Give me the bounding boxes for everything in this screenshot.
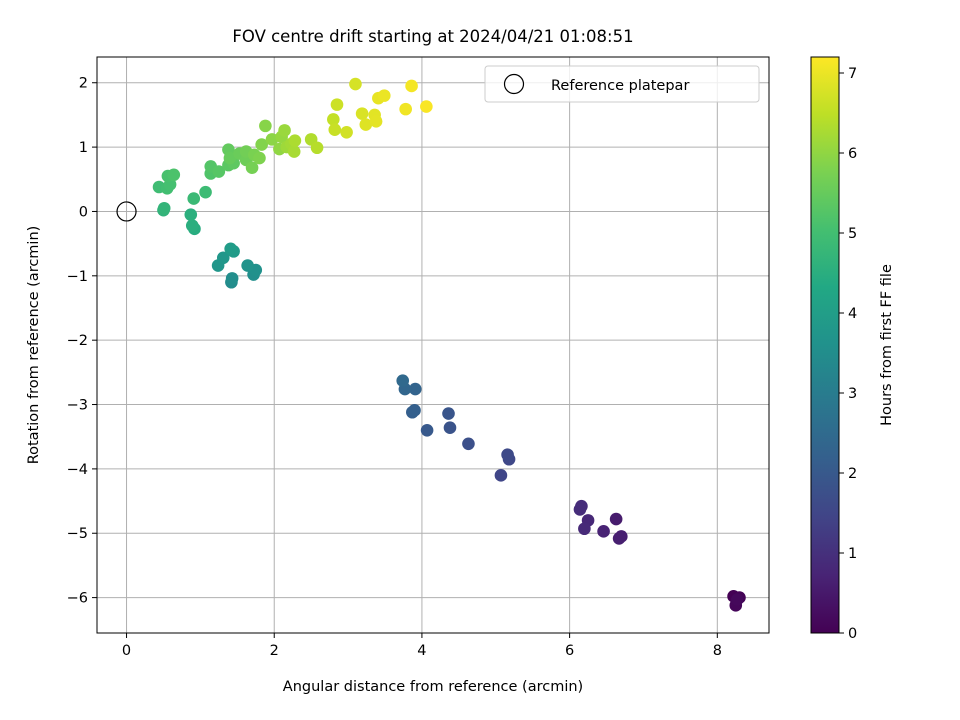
data-point [265,133,279,146]
data-point [340,125,353,139]
data-point [241,259,254,272]
data-point [359,118,373,131]
data-point [349,77,362,91]
data-point [245,161,259,174]
x-axis-ticks: 0 2 4 6 8 [122,633,722,659]
data-point [462,437,475,451]
data-point [609,512,623,526]
x-axis-label: Angular distance from reference (arcmin) [283,679,583,695]
data-point [612,532,626,545]
data-point [327,113,340,126]
data-point [377,89,391,102]
legend-box [484,65,760,103]
data-point [408,404,421,417]
data-point [369,115,383,128]
data-point [259,119,272,133]
y-tick-label: 0 [79,204,88,220]
data-point [157,201,171,215]
data-point [405,79,418,93]
x-tick-label: 4 [417,643,426,659]
colorbar-tick-label: 4 [848,306,857,322]
data-point [167,168,181,182]
data-point [597,525,610,538]
colorbar-tick-label: 1 [848,546,857,562]
data-point [578,522,591,536]
data-point [396,374,410,388]
data-point [330,98,344,111]
data-points [152,77,746,612]
x-tick-label: 8 [713,643,722,659]
colorbar: 0 1 2 3 4 5 6 7 Hours from first FF file [810,56,895,642]
data-point [420,423,434,437]
data-point [443,421,457,434]
data-point [730,593,744,606]
data-point [255,138,268,151]
y-axis-ticks: −6 −5 −4 −3 −2 −1 0 1 2 [67,76,97,607]
colorbar-label: Hours from first FF file [879,264,895,426]
legend-entry: Reference platepar [551,78,689,94]
data-point [442,407,455,420]
data-point [494,469,508,482]
y-tick-label: −5 [67,526,88,542]
data-point [216,251,230,265]
colorbar-tick-label: 3 [848,386,857,402]
data-point [328,123,342,137]
data-point [420,100,433,113]
colorbar-tick-label: 2 [848,466,857,482]
y-tick-label: 1 [79,140,88,156]
data-point [212,165,226,178]
y-tick-label: −2 [67,333,88,349]
data-point [399,102,412,116]
data-point [288,134,302,147]
legend: Reference platepar [484,65,760,103]
y-tick-label: −4 [67,462,88,478]
y-tick-label: −1 [67,269,88,285]
x-tick-label: 0 [122,643,131,659]
x-tick-label: 2 [270,643,279,659]
plot-frame [96,56,770,634]
data-point [253,151,266,165]
colorbar-gradient [810,56,840,634]
colorbar-tick-label: 0 [848,626,857,642]
data-point [187,192,201,205]
data-point [278,124,291,137]
data-point [355,107,369,120]
colorbar-ticks: 0 1 2 3 4 5 6 7 [839,66,857,642]
colorbar-tick-label: 7 [848,66,857,82]
data-point [408,382,422,396]
data-point [287,145,301,158]
y-tick-label: 2 [79,76,88,92]
data-point [501,448,514,462]
data-point [184,208,198,221]
colorbar-tick-label: 6 [848,146,857,162]
data-point [225,272,239,285]
data-point [310,141,324,155]
data-point [199,185,212,199]
y-axis-label: Rotation from reference (arcmin) [26,226,42,465]
data-point [224,242,237,256]
legend-marker-icon [503,73,525,95]
data-point [185,219,199,232]
x-tick-label: 6 [565,643,574,659]
data-point [573,503,587,516]
colorbar-tick-label: 5 [848,226,857,242]
reference-point [116,201,137,222]
chart-title: FOV centre drift starting at 2024/04/21 … [232,27,633,46]
y-tick-label: −3 [67,398,88,414]
y-tick-label: −6 [67,591,88,607]
grid [97,57,769,633]
data-point [223,151,237,165]
